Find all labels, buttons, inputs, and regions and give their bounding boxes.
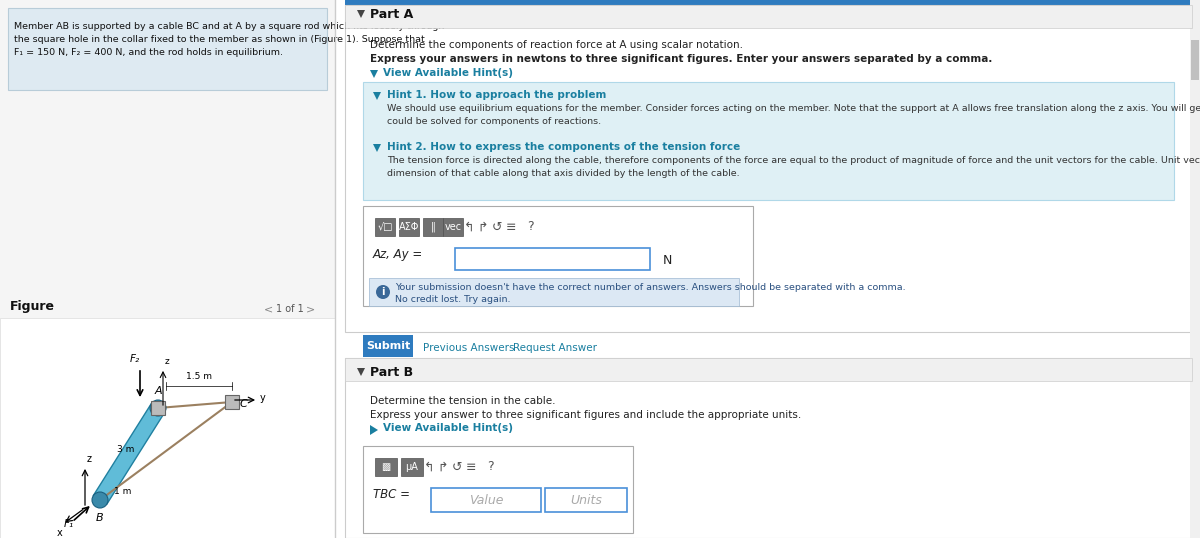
Text: Units: Units [570, 493, 602, 506]
Text: dimension of that cable along that axis divided by the length of the cable.: dimension of that cable along that axis … [386, 169, 739, 178]
Text: z: z [166, 357, 169, 366]
Polygon shape [370, 70, 378, 78]
Bar [0, 0, 335, 538]
Text: 1 m: 1 m [114, 487, 131, 497]
Bar [226, 395, 239, 409]
Text: Express your answers in newtons to three significant figures. Enter your answers: Express your answers in newtons to three… [370, 54, 992, 64]
Text: Submit: Submit [366, 341, 410, 351]
Text: √□: √□ [377, 222, 392, 232]
FancyBboxPatch shape [374, 218, 395, 236]
Text: µA: µA [406, 462, 419, 472]
Text: Previous Answers: Previous Answers [424, 343, 515, 353]
Text: Part B: Part B [370, 366, 413, 379]
Text: <: < [264, 304, 274, 314]
FancyBboxPatch shape [364, 335, 413, 357]
FancyBboxPatch shape [401, 458, 424, 476]
Text: B: B [96, 513, 103, 523]
Polygon shape [370, 425, 378, 435]
Text: i: i [382, 287, 385, 297]
Text: The tension force is directed along the cable, therefore components of the force: The tension force is directed along the … [386, 156, 1200, 165]
Text: >: > [306, 304, 316, 314]
Text: Determine the tension in the cable.: Determine the tension in the cable. [370, 396, 556, 406]
Text: Member AB is supported by a cable BC and at A by a square rod which fits loosely: Member AB is supported by a cable BC and… [14, 22, 444, 31]
Text: View Available Hint(s): View Available Hint(s) [383, 423, 514, 433]
Text: C: C [240, 399, 247, 409]
Text: ≡: ≡ [505, 221, 516, 233]
Polygon shape [373, 92, 382, 100]
Bar [346, 0, 1200, 5]
Circle shape [92, 492, 108, 508]
Bar [8, 8, 326, 90]
Bar [1192, 0, 1200, 538]
Text: Part A: Part A [370, 8, 413, 21]
Text: View Available Hint(s): View Available Hint(s) [383, 68, 514, 78]
Bar [455, 248, 650, 270]
Text: vec: vec [444, 222, 462, 232]
Text: the square hole in the collar fixed to the member as shown in (Figure 1). Suppos: the square hole in the collar fixed to t… [14, 35, 425, 44]
Bar [431, 488, 541, 512]
Bar [346, 358, 1192, 538]
Polygon shape [358, 10, 365, 18]
Text: 1.5 m: 1.5 m [186, 372, 212, 381]
Text: ↺: ↺ [451, 461, 462, 473]
Bar [364, 446, 634, 533]
Text: Express your answer to three significant figures and include the appropriate uni: Express your answer to three significant… [370, 410, 802, 420]
FancyBboxPatch shape [370, 278, 739, 306]
Text: x: x [58, 528, 62, 538]
Text: Determine the components of reaction force at A using scalar notation.: Determine the components of reaction for… [370, 40, 743, 50]
Text: F₁ = 150 N, F₂ = 400 N, and the rod holds in equilibrium.: F₁ = 150 N, F₂ = 400 N, and the rod hold… [14, 48, 283, 57]
Text: ‖: ‖ [431, 222, 436, 232]
Bar [346, 5, 1192, 28]
Text: F₁: F₁ [64, 519, 74, 529]
Text: ↰: ↰ [463, 221, 474, 233]
Polygon shape [373, 144, 382, 152]
Text: Hint 1. How to approach the problem: Hint 1. How to approach the problem [386, 90, 606, 100]
Bar [1190, 0, 1200, 538]
Text: TBC =: TBC = [373, 488, 410, 501]
Text: could be solved for components of reactions.: could be solved for components of reacti… [386, 117, 601, 126]
Text: ?: ? [487, 461, 493, 473]
Text: No credit lost. Try again.: No credit lost. Try again. [395, 295, 510, 304]
Text: ↺: ↺ [492, 221, 503, 233]
Text: ↰: ↰ [424, 461, 434, 473]
Text: ▩: ▩ [382, 462, 391, 472]
Bar [151, 401, 166, 415]
Text: A: A [155, 386, 163, 396]
Text: y: y [260, 393, 265, 403]
Text: ↱: ↱ [438, 461, 449, 473]
FancyBboxPatch shape [443, 218, 463, 236]
Text: Figure: Figure [10, 300, 55, 313]
Polygon shape [358, 368, 365, 376]
Text: 1 of 1: 1 of 1 [276, 304, 304, 314]
Text: We should use equilibrium equations for the member. Consider forces acting on th: We should use equilibrium equations for … [386, 104, 1200, 113]
Bar [545, 488, 628, 512]
Circle shape [376, 285, 390, 299]
Text: z: z [88, 454, 92, 464]
Text: ≡: ≡ [466, 461, 476, 473]
Bar [346, 5, 1192, 332]
Text: Request Answer: Request Answer [514, 343, 598, 353]
FancyBboxPatch shape [398, 218, 419, 236]
Text: Az, Ay =: Az, Ay = [373, 248, 424, 261]
Polygon shape [94, 404, 164, 504]
Text: ↱: ↱ [478, 221, 488, 233]
Text: AΣΦ: AΣΦ [398, 222, 419, 232]
Text: 3 m: 3 m [118, 444, 134, 454]
Text: Your submission doesn't have the correct number of answers. Answers should be se: Your submission doesn't have the correct… [395, 283, 906, 292]
Text: ?: ? [527, 221, 533, 233]
Bar [346, 358, 1192, 381]
Bar [364, 206, 754, 306]
FancyBboxPatch shape [374, 458, 397, 476]
Bar [0, 318, 335, 538]
Text: F₂: F₂ [130, 354, 140, 364]
Circle shape [150, 400, 166, 416]
FancyBboxPatch shape [424, 218, 443, 236]
Bar [364, 82, 1174, 200]
Text: Value: Value [469, 493, 503, 506]
Bar [1190, 40, 1199, 80]
Text: N: N [662, 254, 672, 267]
Text: Hint 2. How to express the components of the tension force: Hint 2. How to express the components of… [386, 142, 740, 152]
